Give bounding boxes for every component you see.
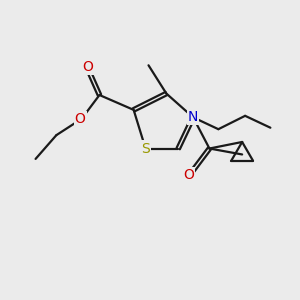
Text: O: O bbox=[75, 112, 86, 126]
Text: N: N bbox=[188, 110, 198, 124]
Text: O: O bbox=[82, 60, 93, 74]
Text: O: O bbox=[183, 168, 194, 182]
Text: S: S bbox=[141, 142, 150, 155]
